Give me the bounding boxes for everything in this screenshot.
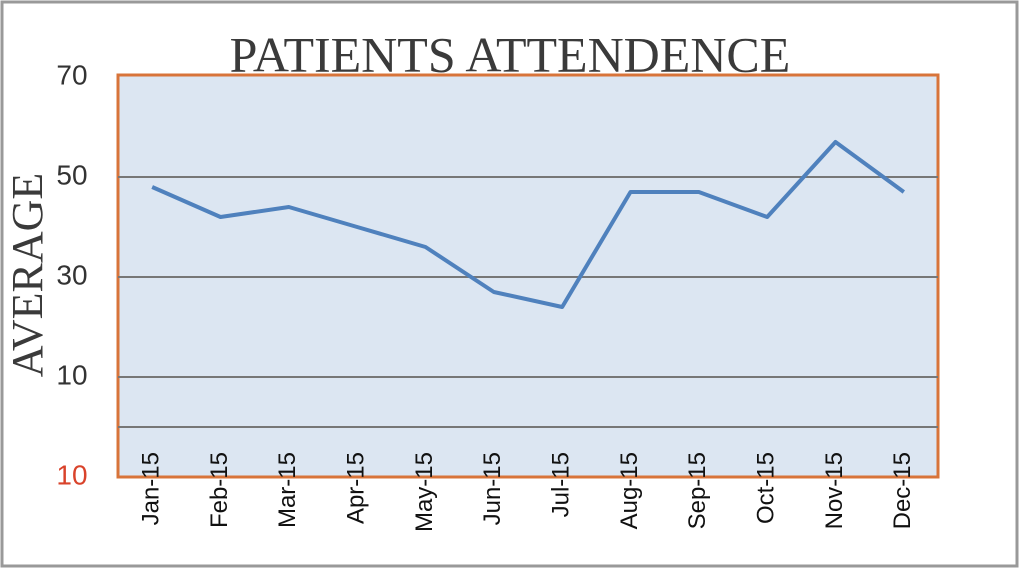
y-tick-label: 70 [56, 59, 87, 90]
x-tick-label: Jun-15 [479, 452, 506, 525]
x-tick-label: Jul-15 [548, 452, 575, 517]
data-line [151, 140, 906, 309]
x-tick-label: Sep-15 [684, 452, 711, 529]
x-tick-label: Nov-15 [821, 452, 848, 529]
y-tick-label: 10 [56, 459, 87, 490]
y-tick-label: 50 [56, 159, 87, 190]
y-tick-label: 10 [56, 359, 87, 390]
chart-title: PATIENTS ATTENDENCE [230, 26, 791, 82]
x-tick-label: Jan-15 [138, 452, 165, 525]
x-tick-label: Oct-15 [753, 452, 780, 524]
x-tick-label: Mar-15 [274, 452, 301, 528]
x-tick-label: May-15 [411, 452, 438, 532]
x-tick-label: Apr-15 [343, 452, 370, 524]
y-axis-label: AVERAGE [3, 173, 52, 378]
x-tick-label: Aug-15 [616, 452, 643, 529]
y-tick-label: 30 [56, 259, 87, 290]
x-tick-label: Dec-15 [889, 452, 916, 529]
x-tick-label: Feb-15 [206, 452, 233, 528]
